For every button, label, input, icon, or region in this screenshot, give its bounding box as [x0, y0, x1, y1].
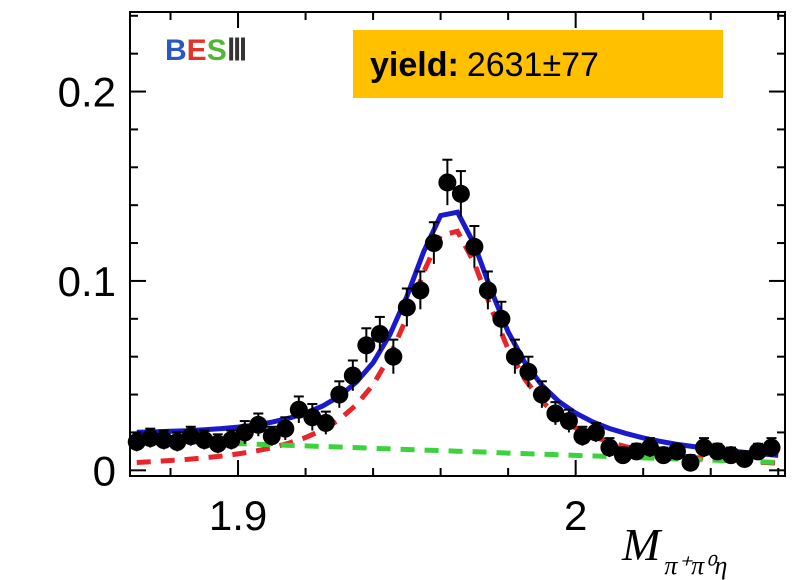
data-point — [681, 453, 700, 472]
data-point — [330, 385, 349, 404]
y-tick-label: 0.2 — [58, 69, 116, 116]
data-point — [181, 427, 200, 446]
y-tick-label: 0.1 — [58, 258, 116, 305]
logo-s: S — [207, 34, 227, 67]
data-point — [748, 442, 767, 461]
data-point — [451, 184, 470, 203]
data-point — [370, 324, 389, 343]
data-point — [222, 431, 241, 450]
annotation: yield: 2631±77 — [370, 46, 599, 84]
y-tick-label: 0 — [93, 447, 116, 494]
data-point — [397, 298, 416, 317]
data-point — [235, 423, 254, 442]
x-tick-label: 1.9 — [209, 492, 267, 539]
data-point — [438, 173, 457, 192]
data-point — [424, 234, 443, 253]
logo-b: B — [165, 34, 187, 67]
data-point — [640, 438, 659, 457]
data-point — [721, 446, 740, 465]
logo: BESⅢ — [165, 34, 247, 67]
data-point — [505, 347, 524, 366]
data-point — [627, 442, 646, 461]
data-point — [546, 404, 565, 423]
data-point — [465, 237, 484, 256]
data-point — [316, 413, 335, 432]
data-point — [600, 438, 619, 457]
data-point — [559, 412, 578, 431]
logo-e: E — [187, 34, 207, 67]
x-label-main: M — [621, 519, 663, 570]
data-point — [195, 431, 214, 450]
data-point — [343, 366, 362, 385]
data-point — [519, 362, 538, 381]
data-point — [586, 423, 605, 442]
x-label-subscript: π⁺π⁰η — [664, 551, 727, 580]
data-point — [478, 281, 497, 300]
data-point — [276, 419, 295, 438]
x-tick-label: 2 — [564, 492, 587, 539]
data-point — [127, 432, 146, 451]
data-point — [384, 347, 403, 366]
annotation-box — [353, 30, 723, 98]
data-point — [249, 415, 268, 434]
data-point — [303, 408, 322, 427]
fit-curve — [136, 209, 779, 458]
data-point — [289, 400, 308, 419]
data-point — [262, 427, 281, 446]
data-point — [667, 442, 686, 461]
data-point — [168, 432, 187, 451]
data-point — [154, 431, 173, 450]
data-point — [762, 438, 781, 457]
data-point — [694, 438, 713, 457]
annotation-label: yield: — [370, 46, 459, 84]
annotation-value: 2631±77 — [467, 46, 599, 84]
data-point — [708, 442, 727, 461]
data-point — [141, 429, 160, 448]
data-point — [654, 446, 673, 465]
data-point — [411, 281, 430, 300]
data-point — [735, 449, 754, 468]
data-point — [492, 309, 511, 328]
data-point — [613, 446, 632, 465]
data-point — [357, 336, 376, 355]
data-point — [532, 385, 551, 404]
data-point — [573, 427, 592, 446]
data-point — [208, 434, 227, 453]
logo-iii: Ⅲ — [227, 34, 248, 67]
